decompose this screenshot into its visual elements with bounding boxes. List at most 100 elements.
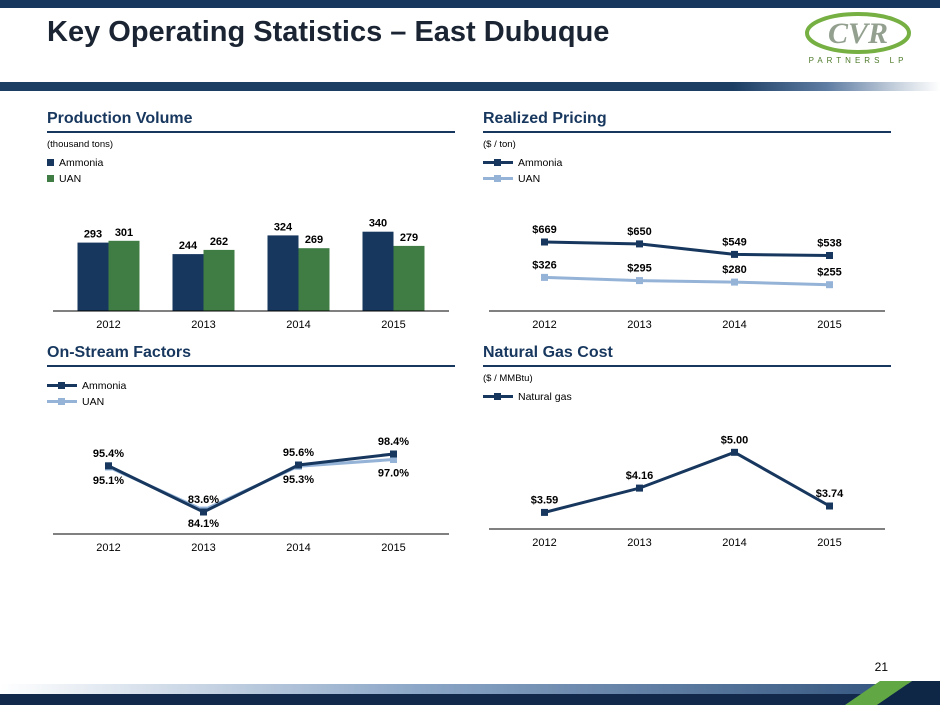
line-uan [107,458,394,512]
tick-label: 2012 [96,542,120,554]
footer-corner [877,681,940,705]
legend-line-marker [47,398,77,405]
point-marker-natural-gas [636,484,643,492]
bar-ammonia-2014 [267,235,299,311]
tick-label: 2015 [381,542,405,554]
value-label: 340 [369,218,387,230]
point-marker-uan [541,273,548,281]
tick-label: 2015 [381,319,405,331]
legend-label: UAN [82,395,105,408]
natural-gas-cost-chart: $3.59 $4.16 $5.00 $3.74 2012 2013 2014 2015 [489,434,885,549]
footer-navy-bar [0,694,940,705]
chart-title: Realized Pricing [483,110,891,133]
point-marker-uan [636,277,643,285]
legend-line-marker [483,175,513,182]
bar-uan-2013 [203,249,235,311]
point-marker-uan [826,281,833,289]
legend-item-uan: UAN [47,395,455,408]
value-label: $326 [532,259,556,271]
value-label: 293 [84,229,102,241]
line-ammonia [544,240,830,257]
line-ammonia [107,452,394,514]
value-label: $3.74 [816,488,844,500]
chart-title: Natural Gas Cost [483,344,891,367]
tick-label: 2014 [286,542,310,554]
value-label: $538 [817,238,841,250]
value-label: 301 [115,227,133,239]
point-marker-uan [731,278,738,286]
legend-item-uan: UAN [47,172,455,185]
value-label: $3.59 [531,494,559,506]
value-label: $650 [627,226,651,238]
panel-production-volume: Production Volume (thousand tons) Ammoni… [47,110,455,337]
footer-decoration [0,681,940,705]
chart-legend: Ammonia UAN [47,379,455,408]
chart-unit-label: (thousand tons) [47,139,114,150]
panel-realized-pricing: Realized Pricing ($ / ton) Ammonia UAN $6… [483,110,891,337]
value-label: 95.3% [283,474,314,486]
point-marker-ammonia [390,450,397,458]
panel-on-stream-factors: On-Stream Factors Ammonia UAN 95.4% 83.6% 9… [47,344,455,560]
tick-label: 2012 [532,319,556,331]
page-number: 21 [874,660,888,674]
chart-legend: Ammonia UAN [47,156,455,185]
line-uan [544,275,830,287]
point-marker-ammonia [541,238,548,246]
legend-item-uan: UAN [483,172,891,185]
footer-gradient-bar [0,684,940,694]
tick-label: 2015 [817,319,841,331]
tick-label: 2012 [532,537,556,549]
chart-title: Production Volume [47,110,455,133]
chart-legend: Ammonia UAN [483,156,891,185]
value-label: $295 [627,263,651,275]
tick-label: 2013 [627,537,651,549]
point-marker-uan [390,456,397,463]
point-marker-natural-gas [541,508,548,516]
logo-ellipse [805,12,911,54]
logo-text: CVR [828,17,888,50]
value-label: $255 [817,267,841,279]
tick-label: 2015 [817,537,841,549]
point-marker-ammonia [731,250,738,258]
legend-label: UAN [59,172,82,185]
value-label: 84.1% [188,518,219,530]
point-marker-ammonia [200,508,207,516]
page-title: Key Operating Statistics – East Dubuque [47,16,610,48]
legend-label: Ammonia [518,156,563,169]
legend-item-ammonia: Ammonia [483,156,891,169]
bar-uan-2012 [108,240,140,311]
point-marker-ammonia [636,240,643,248]
legend-label: Natural gas [518,390,572,403]
tick-label: 2014 [286,319,310,331]
legend-swatch [47,175,54,182]
chart-title: On-Stream Factors [47,344,455,367]
value-label: 324 [274,221,293,233]
point-marker-natural-gas [731,448,738,456]
tick-label: 2014 [722,537,746,549]
value-label: 244 [179,240,198,252]
on-stream-factors-chart: 95.4% 83.6% 95.6% 98.4% 95.1% 84.1% 95.3% 97.0%… [53,436,449,554]
value-label: $4.16 [626,470,654,482]
footer-green-swoosh [845,681,912,705]
bar-ammonia-2012 [77,242,109,311]
point-marker-ammonia [826,252,833,259]
tick-label: 2013 [191,319,215,331]
legend-line-marker [483,159,513,166]
value-label: 262 [210,236,228,248]
value-label: $669 [532,224,556,236]
value-label: 95.6% [283,447,314,459]
value-label: 98.4% [378,436,409,448]
value-label: 279 [400,232,418,244]
legend-label: UAN [518,172,541,185]
value-label: 95.1% [93,475,124,487]
point-marker-natural-gas [826,502,833,510]
value-label: 269 [305,234,323,246]
value-label: $5.00 [721,434,749,446]
bar-uan-2015 [393,245,425,311]
tick-label: 2013 [191,542,215,554]
bar-ammonia-2015 [362,231,394,311]
production-volume-chart: 293 244 324 340 301 262 269 279 2012 2013 2014 2015 [53,218,449,331]
legend-item-natural-gas: Natural gas [483,390,891,403]
realized-pricing-chart: $669 $650 $549 $538 $326 $295 $280 $255 2012 2013… [489,224,885,331]
chart-legend: Natural gas [483,390,891,403]
